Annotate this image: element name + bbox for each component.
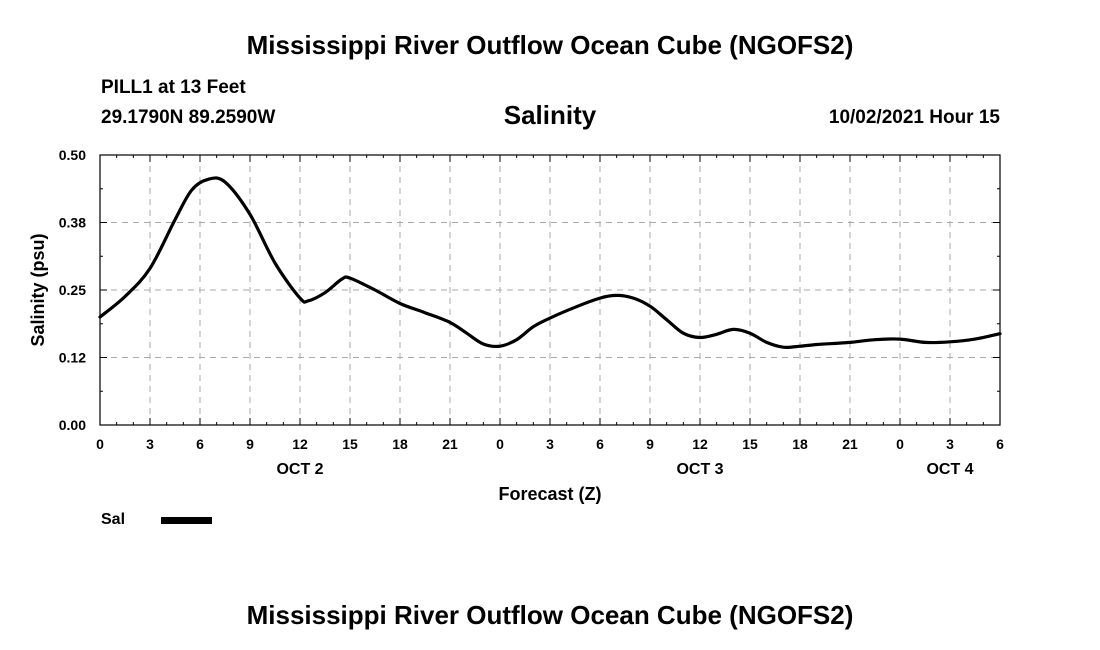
data-point [308, 300, 310, 302]
data-point [874, 339, 876, 341]
data-point [374, 289, 376, 291]
station-label: PILL1 at 13 Feet [101, 77, 246, 98]
data-point [683, 332, 685, 334]
data-point [766, 342, 768, 344]
data-point [499, 345, 501, 347]
data-point [949, 341, 951, 343]
data-point [974, 338, 976, 340]
data-point [924, 342, 926, 344]
x-tick-label: 18 [392, 436, 408, 452]
data-point [799, 345, 801, 347]
data-point [533, 326, 535, 328]
data-point [483, 343, 485, 345]
data-point [699, 337, 701, 339]
data-point [224, 181, 226, 183]
data-point [599, 297, 601, 299]
x-tick-label: 3 [546, 436, 554, 452]
data-point [899, 338, 901, 340]
data-point [716, 334, 718, 336]
y-tick-label: 0.38 [59, 215, 86, 231]
data-point [349, 277, 351, 279]
grid-layer [100, 155, 1000, 425]
data-point [733, 329, 735, 331]
y-tick-label: 0.00 [59, 417, 86, 433]
variable-title: Salinity [503, 100, 597, 130]
x-axis-title: Forecast (Z) [498, 484, 601, 504]
data-point [466, 332, 468, 334]
x-tick-label: 15 [342, 436, 358, 452]
x-tick-label: 3 [146, 436, 154, 452]
data-point [574, 307, 576, 309]
data-point [341, 278, 343, 280]
series-layer [98, 176, 1002, 349]
x-tick-label: 18 [792, 436, 808, 452]
x-tick-label: 0 [896, 436, 904, 452]
day-label: OCT 4 [926, 461, 973, 478]
legend-swatch [161, 517, 212, 524]
data-point [99, 316, 101, 318]
day-label: OCT 2 [276, 461, 323, 478]
label-layer: 0 3 6 9 12 15 18 21 0 3 6 9 12 15 18 21 0 3 6 0.00 0.12 0.25 0… [28, 147, 1004, 504]
main-title: Mississippi River Outflow Ocean Cube (NG… [246, 30, 854, 60]
y-tick-label: 0.50 [59, 147, 86, 163]
data-point [424, 312, 426, 314]
data-point [833, 343, 835, 345]
data-point [649, 305, 651, 307]
data-point [208, 179, 210, 181]
x-tick-label: 21 [442, 436, 458, 452]
x-tick-label: 21 [842, 436, 858, 452]
y-tick-label: 0.12 [59, 350, 86, 366]
x-tick-label: 0 [96, 436, 104, 452]
data-point [999, 333, 1001, 335]
x-tick-label: 12 [292, 436, 308, 452]
data-point [516, 339, 518, 341]
legend-label: Sal [101, 511, 126, 528]
data-point [249, 214, 251, 216]
x-tick-label: 6 [996, 436, 1004, 452]
data-point [191, 189, 193, 191]
y-axis-title: Salinity (psu) [28, 233, 48, 346]
data-point [633, 297, 635, 299]
data-point [616, 295, 618, 297]
data-point [124, 296, 126, 298]
y-tick-label: 0.25 [59, 282, 86, 298]
data-point [324, 292, 326, 294]
day-label: OCT 3 [676, 461, 723, 478]
series-line-sal [98, 176, 1002, 349]
axis-layer [99, 154, 1001, 426]
x-tick-label: 6 [596, 436, 604, 452]
data-point [849, 342, 851, 344]
data-point [299, 297, 301, 299]
station-coordinates: 29.1790N 89.2590W [101, 107, 276, 128]
data-point [149, 268, 151, 270]
x-tick-label: 15 [742, 436, 758, 452]
data-point [274, 262, 276, 264]
x-tick-label: 12 [692, 436, 708, 452]
data-point [449, 322, 451, 324]
data-point [174, 219, 176, 221]
data-point [816, 344, 818, 346]
data-point [666, 319, 668, 321]
data-point [749, 332, 751, 334]
footer-title: Mississippi River Outflow Ocean Cube (NG… [246, 600, 854, 630]
x-tick-label: 0 [496, 436, 504, 452]
forecast-datetime: 10/02/2021 Hour 15 [828, 107, 1000, 128]
data-point [549, 317, 551, 319]
data-point [399, 303, 401, 305]
data-point [783, 346, 785, 348]
x-tick-label: 9 [646, 436, 654, 452]
x-tick-label: 6 [196, 436, 204, 452]
x-tick-label: 3 [946, 436, 954, 452]
plot-frame [99, 154, 1001, 426]
x-tick-label: 9 [246, 436, 254, 452]
